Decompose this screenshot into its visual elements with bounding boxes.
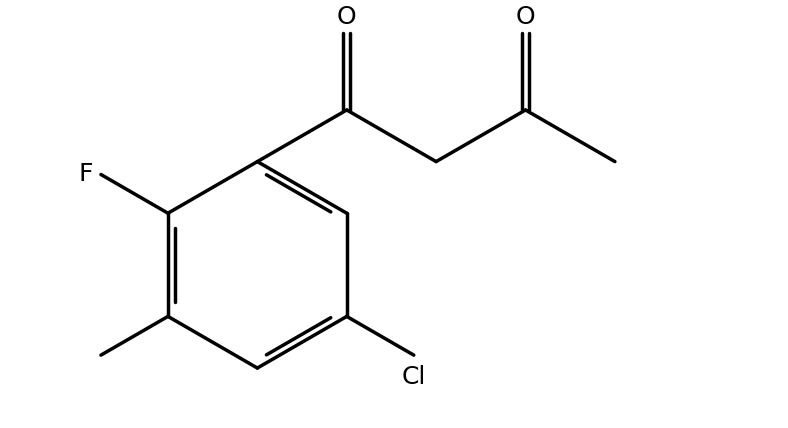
Text: Cl: Cl bbox=[402, 365, 426, 389]
Text: F: F bbox=[79, 163, 93, 187]
Text: O: O bbox=[515, 5, 535, 29]
Text: O: O bbox=[337, 5, 356, 29]
